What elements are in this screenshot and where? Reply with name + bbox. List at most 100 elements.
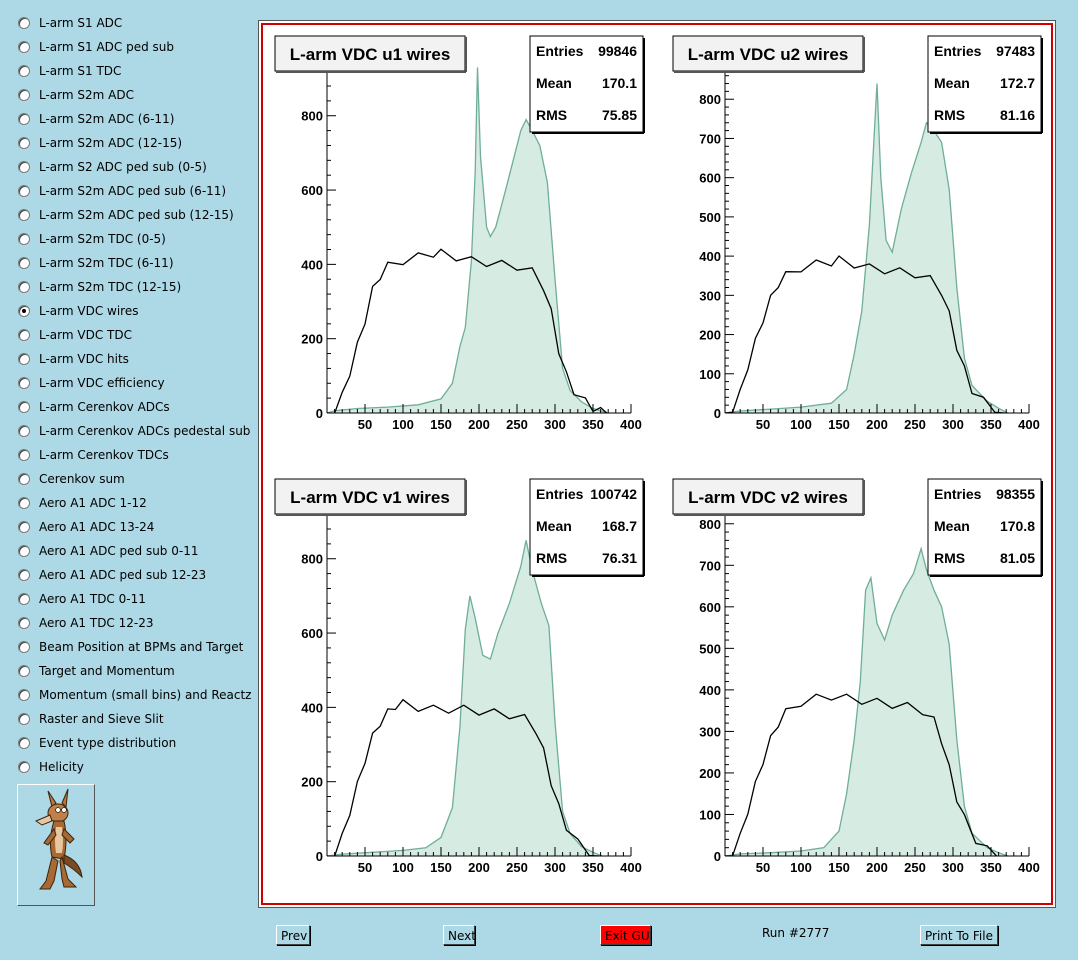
radio-option[interactable]: Aero A1 ADC ped sub 0-11 <box>18 540 198 562</box>
radio-option-label: L-arm S1 TDC <box>39 64 122 78</box>
radio-button[interactable] <box>18 641 30 653</box>
statistics-box: Entries 100742 Mean 168.7 RMS 76.31 <box>529 478 645 577</box>
radio-option[interactable]: L-arm S2m TDC (6-11) <box>18 252 174 274</box>
radio-option[interactable]: Aero A1 TDC 12-23 <box>18 612 154 634</box>
histogram-fill <box>327 540 603 856</box>
radio-button[interactable] <box>18 425 30 437</box>
radio-button[interactable] <box>18 689 30 701</box>
radio-option[interactable]: L-arm S2m TDC (0-5) <box>18 228 166 250</box>
x-tick-label: 150 <box>430 417 452 432</box>
radio-option[interactable]: L-arm VDC TDC <box>18 324 132 346</box>
radio-option[interactable]: L-arm VDC wires <box>18 300 138 322</box>
histogram-title: L-arm VDC u1 wires <box>290 45 451 64</box>
radio-button[interactable] <box>18 257 30 269</box>
radio-button[interactable] <box>18 713 30 725</box>
prev-button[interactable]: Prev <box>276 925 310 945</box>
radio-option[interactable]: Helicity <box>18 756 84 778</box>
print-to-file-button[interactable]: Print To File <box>920 925 998 945</box>
radio-button[interactable] <box>18 329 30 341</box>
radio-button[interactable] <box>18 353 30 365</box>
histogram-series-filled <box>327 67 609 413</box>
radio-button[interactable] <box>18 185 30 197</box>
radio-button[interactable] <box>18 233 30 245</box>
radio-option[interactable]: Beam Position at BPMs and Target <box>18 636 243 658</box>
radio-button[interactable] <box>18 449 30 461</box>
radio-option-label: Aero A1 TDC 0-11 <box>39 592 146 606</box>
histogram-fill <box>725 83 1008 413</box>
radio-button[interactable] <box>18 209 30 221</box>
radio-option[interactable]: L-arm S2m ADC <box>18 84 134 106</box>
radio-option-label: L-arm S2m TDC (12-15) <box>39 280 182 294</box>
radio-button[interactable] <box>18 545 30 557</box>
radio-option[interactable]: Momentum (small bins) and Reactz <box>18 684 251 706</box>
statistics-value: 99846 <box>598 43 637 59</box>
radio-option[interactable]: Event type distribution <box>18 732 176 754</box>
radio-option[interactable]: L-arm S2m TDC (12-15) <box>18 276 181 298</box>
radio-button[interactable] <box>18 521 30 533</box>
radio-option[interactable]: Aero A1 TDC 0-11 <box>18 588 146 610</box>
radio-button[interactable] <box>18 377 30 389</box>
radio-option-label: L-arm Cerenkov TDCs <box>39 448 169 462</box>
y-tick-label: 200 <box>699 328 721 343</box>
radio-option[interactable]: L-arm S2m ADC ped sub (12-15) <box>18 204 234 226</box>
radio-option-label: Aero A1 ADC 1-12 <box>39 496 147 510</box>
radio-option-label: L-arm VDC wires <box>39 304 139 318</box>
radio-button[interactable] <box>18 737 30 749</box>
histogram-pad: 50 100 150 200 250 300 350 400 0 100 200 300 400 500 6… <box>672 478 1043 875</box>
radio-button[interactable] <box>18 761 30 773</box>
y-tick-label: 0 <box>714 406 721 421</box>
radio-option[interactable]: L-arm Cerenkov ADCs pedestal sub <box>18 420 250 442</box>
x-tick-label: 250 <box>506 860 528 875</box>
coyote-logo-icon[interactable] <box>17 784 95 906</box>
radio-button[interactable] <box>18 281 30 293</box>
radio-option[interactable]: Aero A1 ADC 13-24 <box>18 516 154 538</box>
radio-option[interactable]: L-arm S2 ADC ped sub (0-5) <box>18 156 207 178</box>
radio-button[interactable] <box>18 113 30 125</box>
x-tick-label: 150 <box>828 860 850 875</box>
exit-gui-button[interactable]: Exit GUI <box>600 925 653 945</box>
radio-option[interactable]: L-arm S1 ADC <box>18 12 122 34</box>
radio-button[interactable] <box>18 161 30 173</box>
radio-button[interactable] <box>18 65 30 77</box>
radio-option-label: L-arm S2 ADC ped sub (0-5) <box>39 160 207 174</box>
radio-option-label: L-arm S2m ADC ped sub (6-11) <box>39 184 227 198</box>
radio-button[interactable] <box>18 473 30 485</box>
radio-button[interactable] <box>18 569 30 581</box>
radio-option[interactable]: L-arm S1 TDC <box>18 60 121 82</box>
x-tick-label: 300 <box>544 417 566 432</box>
radio-option[interactable]: Aero A1 ADC ped sub 12-23 <box>18 564 206 586</box>
radio-option[interactable]: L-arm Cerenkov ADCs <box>18 396 170 418</box>
statistics-label: Mean <box>934 75 970 91</box>
histogram-series-line <box>725 693 1007 856</box>
radio-option[interactable]: Target and Momentum <box>18 660 175 682</box>
next-button[interactable]: Next <box>443 925 476 945</box>
radio-button-selected[interactable] <box>18 305 30 317</box>
radio-option-label: L-arm VDC TDC <box>39 328 132 342</box>
histogram-pad: 50 100 150 200 250 300 350 400 0 200 400 600 800 L-ar… <box>274 478 645 875</box>
radio-option[interactable]: Aero A1 ADC 1-12 <box>18 492 147 514</box>
radio-button[interactable] <box>18 89 30 101</box>
radio-option[interactable]: L-arm S2m ADC (6-11) <box>18 108 174 130</box>
radio-option-label: Aero A1 ADC ped sub 0-11 <box>39 544 199 558</box>
radio-button[interactable] <box>18 497 30 509</box>
radio-button[interactable] <box>18 617 30 629</box>
radio-option[interactable]: L-arm VDC hits <box>18 348 129 370</box>
radio-option[interactable]: L-arm S2m ADC (12-15) <box>18 132 182 154</box>
radio-button[interactable] <box>18 17 30 29</box>
radio-button[interactable] <box>18 137 30 149</box>
plot-canvas: 50 100 150 200 250 300 350 400 0 200 400 600 800 L-ar… <box>258 20 1056 908</box>
radio-option-label: L-arm Cerenkov ADCs pedestal sub <box>39 424 251 438</box>
radio-option[interactable]: Raster and Sieve Slit <box>18 708 164 730</box>
radio-button[interactable] <box>18 665 30 677</box>
radio-option[interactable]: Cerenkov sum <box>18 468 125 490</box>
radio-button[interactable] <box>18 41 30 53</box>
radio-option[interactable]: L-arm S2m ADC ped sub (6-11) <box>18 180 226 202</box>
radio-option[interactable]: L-arm Cerenkov TDCs <box>18 444 169 466</box>
radio-option[interactable]: L-arm S1 ADC ped sub <box>18 36 174 58</box>
statistics-value: 81.05 <box>1000 550 1035 566</box>
radio-button[interactable] <box>18 401 30 413</box>
radio-option[interactable]: L-arm VDC efficiency <box>18 372 165 394</box>
radio-button[interactable] <box>18 593 30 605</box>
statistics-label: Entries <box>536 486 584 502</box>
radio-option-label: L-arm S1 ADC ped sub <box>39 40 174 54</box>
